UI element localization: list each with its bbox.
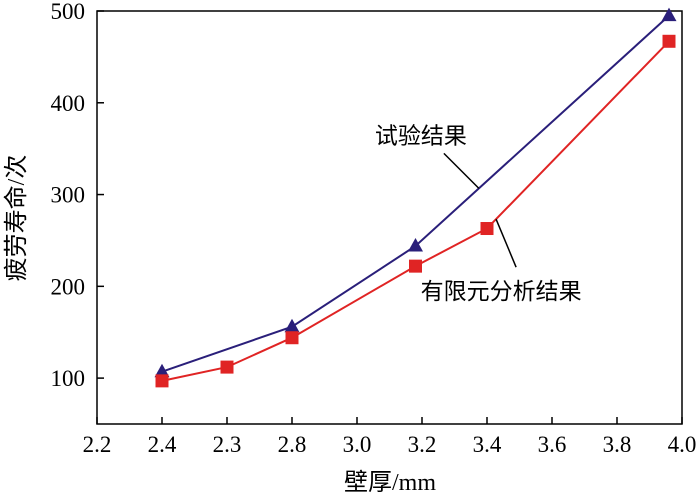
y-axis-ticks: 100 200 300 400 500 — [51, 0, 104, 391]
y-tick-label: 300 — [51, 183, 86, 208]
y-tick-label: 400 — [51, 91, 86, 116]
y-axis-title: 疲劳寿命/次 — [3, 155, 30, 282]
triangle-marker — [661, 7, 677, 22]
x-tick-label: 2.3 — [213, 432, 242, 457]
square-marker — [285, 331, 299, 345]
annotation-leader — [495, 218, 517, 268]
triangle-marker — [408, 238, 423, 252]
x-tick-label: 3.0 — [343, 432, 372, 457]
square-marker — [409, 259, 422, 273]
series-line-2 — [161, 40, 670, 382]
square-marker — [480, 222, 494, 236]
x-axis-title: 壁厚/mm — [344, 469, 436, 496]
annotation-fea-result: 有限元分析结果 — [421, 279, 582, 304]
x-tick-label: 3.2 — [408, 432, 437, 457]
y-tick-label: 100 — [51, 366, 86, 391]
triangle-marker — [154, 363, 170, 378]
x-tick-label: 2.2 — [83, 432, 112, 457]
square-marker — [662, 34, 676, 48]
x-tick-label: 3.8 — [603, 432, 632, 457]
x-tick-label: 3.4 — [473, 432, 502, 457]
y-tick-label: 500 — [51, 0, 86, 24]
x-axis-ticks: 2.2 2.4 2.3 2.8 3.0 3.2 3.4 3.6 3.8 4.0 — [83, 417, 697, 457]
series-layer — [154, 7, 677, 388]
annotation-leader — [443, 152, 480, 189]
y-tick-label: 200 — [51, 274, 86, 299]
x-tick-label: 2.4 — [148, 432, 177, 457]
plot-frame — [96, 10, 683, 425]
x-tick-label: 4.0 — [668, 432, 697, 457]
x-tick-label: 3.6 — [538, 432, 567, 457]
square-marker — [220, 360, 234, 374]
series-line-1 — [161, 14, 670, 373]
annotation-test-result: 试验结果 — [375, 123, 467, 148]
x-tick-label: 2.8 — [278, 432, 307, 457]
square-marker — [155, 374, 169, 388]
triangle-marker — [284, 318, 300, 333]
